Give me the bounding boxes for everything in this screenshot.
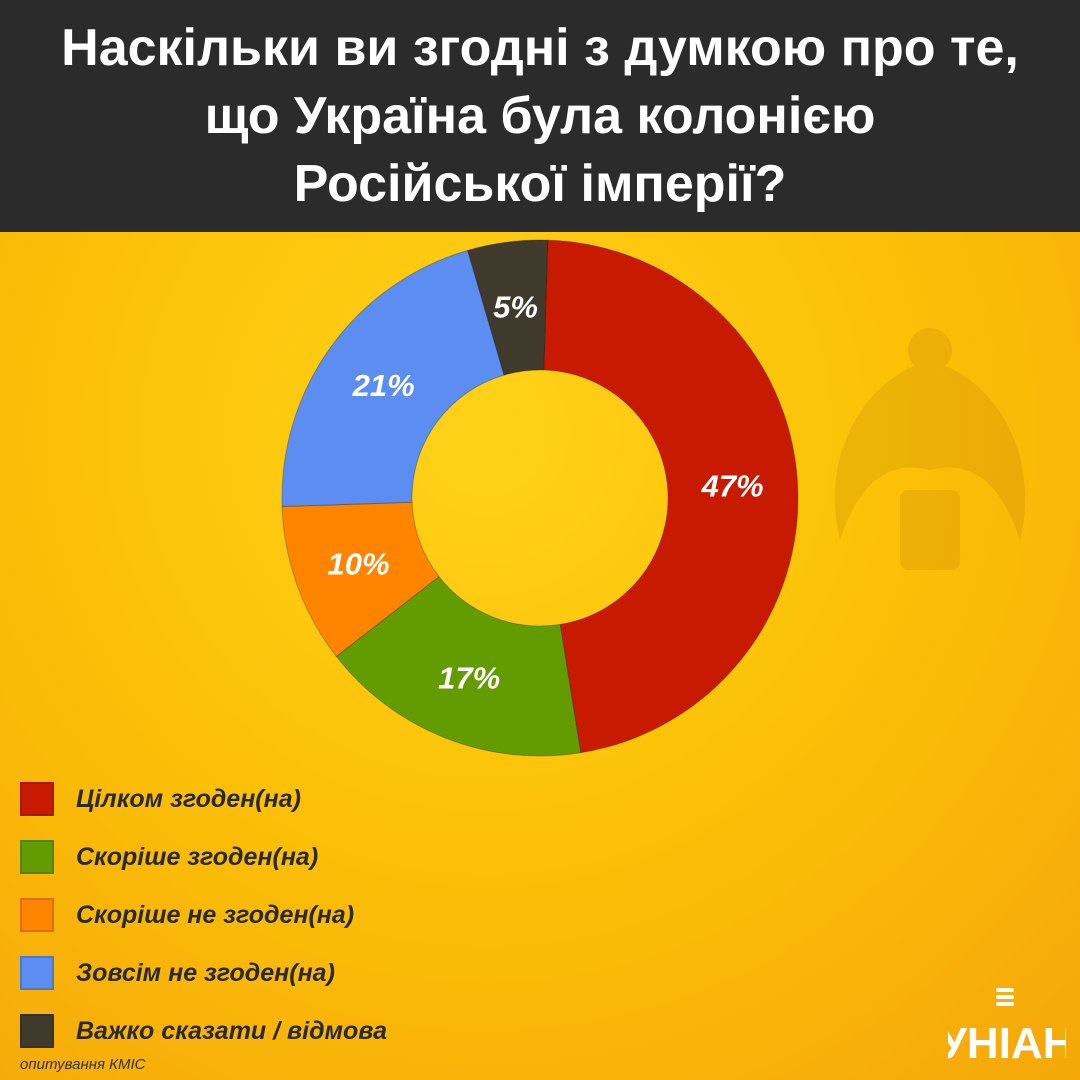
slice-label-rather-agree: 17% (438, 661, 500, 696)
source-note: опитування КМІС (20, 1056, 146, 1073)
legend-swatch-fully-agree (20, 782, 54, 816)
legend: Цілком згоден(на) Скоріше згоден(на) Ско… (20, 770, 387, 1060)
slice-fully-agree (543, 239, 799, 754)
legend-item-fully-disagree: Зовсім не згоден(на) (20, 944, 387, 1002)
legend-swatch-rather-disagree (20, 898, 54, 932)
logo-text: УНІАН (948, 1019, 1066, 1066)
legend-label-fully-agree: Цілком згоден(на) (76, 784, 301, 813)
slice-rather-agree (335, 575, 582, 757)
chart-slice-labels: 47% 17% 10% 21% 5% (327, 290, 763, 696)
legend-label-hard-to-say: Важко сказати / відмова (76, 1016, 387, 1045)
coat-of-arms-watermark (834, 328, 1026, 570)
legend-label-fully-disagree: Зовсім не згоден(на) (76, 958, 335, 987)
legend-swatch-rather-agree (20, 840, 54, 874)
legend-item-rather-agree: Скоріше згоден(на) (20, 828, 387, 886)
slice-rather-disagree (281, 501, 440, 658)
chart-slices (281, 239, 799, 757)
chart-title: Наскільки ви згодні з думкою про те, що … (61, 19, 1019, 213)
legend-swatch-hard-to-say (20, 1014, 54, 1048)
legend-item-rather-disagree: Скоріше не згоден(на) (20, 886, 387, 944)
donut-chart: 47% 17% 10% 21% 5% (281, 239, 799, 757)
legend-item-hard-to-say: Важко сказати / відмова (20, 1002, 387, 1060)
unian-logo: УНІАН (948, 988, 1066, 1066)
slice-label-hard-to-say: 5% (493, 290, 538, 325)
slice-label-fully-disagree: 21% (352, 368, 415, 403)
legend-item-fully-agree: Цілком згоден(на) (20, 770, 387, 828)
legend-swatch-fully-disagree (20, 956, 54, 990)
slice-fully-disagree (281, 249, 505, 507)
header: Наскільки ви згодні з думкою про те, що … (0, 0, 1080, 232)
slice-label-fully-agree: 47% (701, 469, 764, 504)
slice-label-rather-disagree: 10% (327, 547, 389, 582)
legend-label-rather-disagree: Скоріше не згоден(на) (76, 900, 355, 929)
legend-label-rather-agree: Скоріше згоден(на) (76, 842, 319, 871)
slice-hard-to-say (467, 239, 549, 376)
